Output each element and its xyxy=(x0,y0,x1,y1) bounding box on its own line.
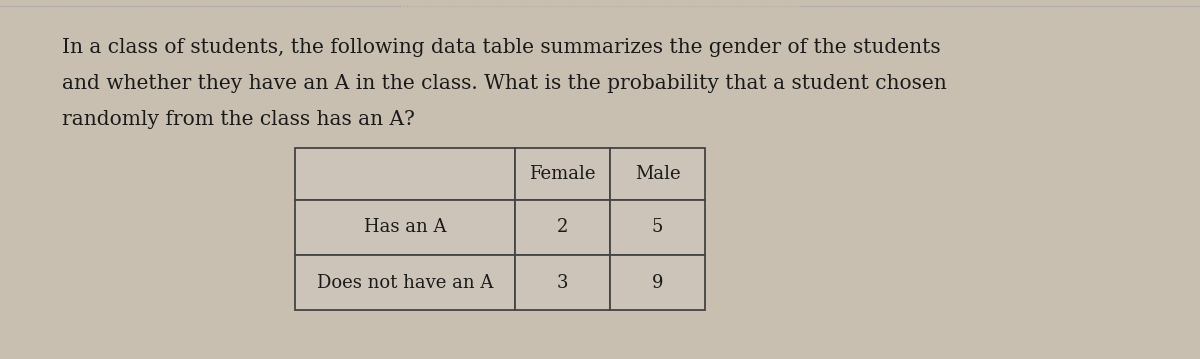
Text: 9: 9 xyxy=(652,274,664,292)
Bar xyxy=(295,148,515,200)
Bar xyxy=(295,200,515,255)
Text: Male: Male xyxy=(635,165,680,183)
Bar xyxy=(515,255,610,310)
Text: Has an A: Has an A xyxy=(364,219,446,237)
Bar xyxy=(515,200,610,255)
Text: In a class of students, the following data table summarizes the gender of the st: In a class of students, the following da… xyxy=(62,38,941,57)
Text: Female: Female xyxy=(529,165,595,183)
Bar xyxy=(610,148,706,200)
Text: 5: 5 xyxy=(652,219,664,237)
Bar xyxy=(610,200,706,255)
Text: and whether they have an A in the class. What is the probability that a student : and whether they have an A in the class.… xyxy=(62,74,947,93)
Text: Does not have an A: Does not have an A xyxy=(317,274,493,292)
Text: randomly from the class has an A?: randomly from the class has an A? xyxy=(62,110,415,129)
Bar xyxy=(515,148,610,200)
Bar xyxy=(610,255,706,310)
Bar xyxy=(295,255,515,310)
Text: 3: 3 xyxy=(557,274,569,292)
Text: 2: 2 xyxy=(557,219,568,237)
